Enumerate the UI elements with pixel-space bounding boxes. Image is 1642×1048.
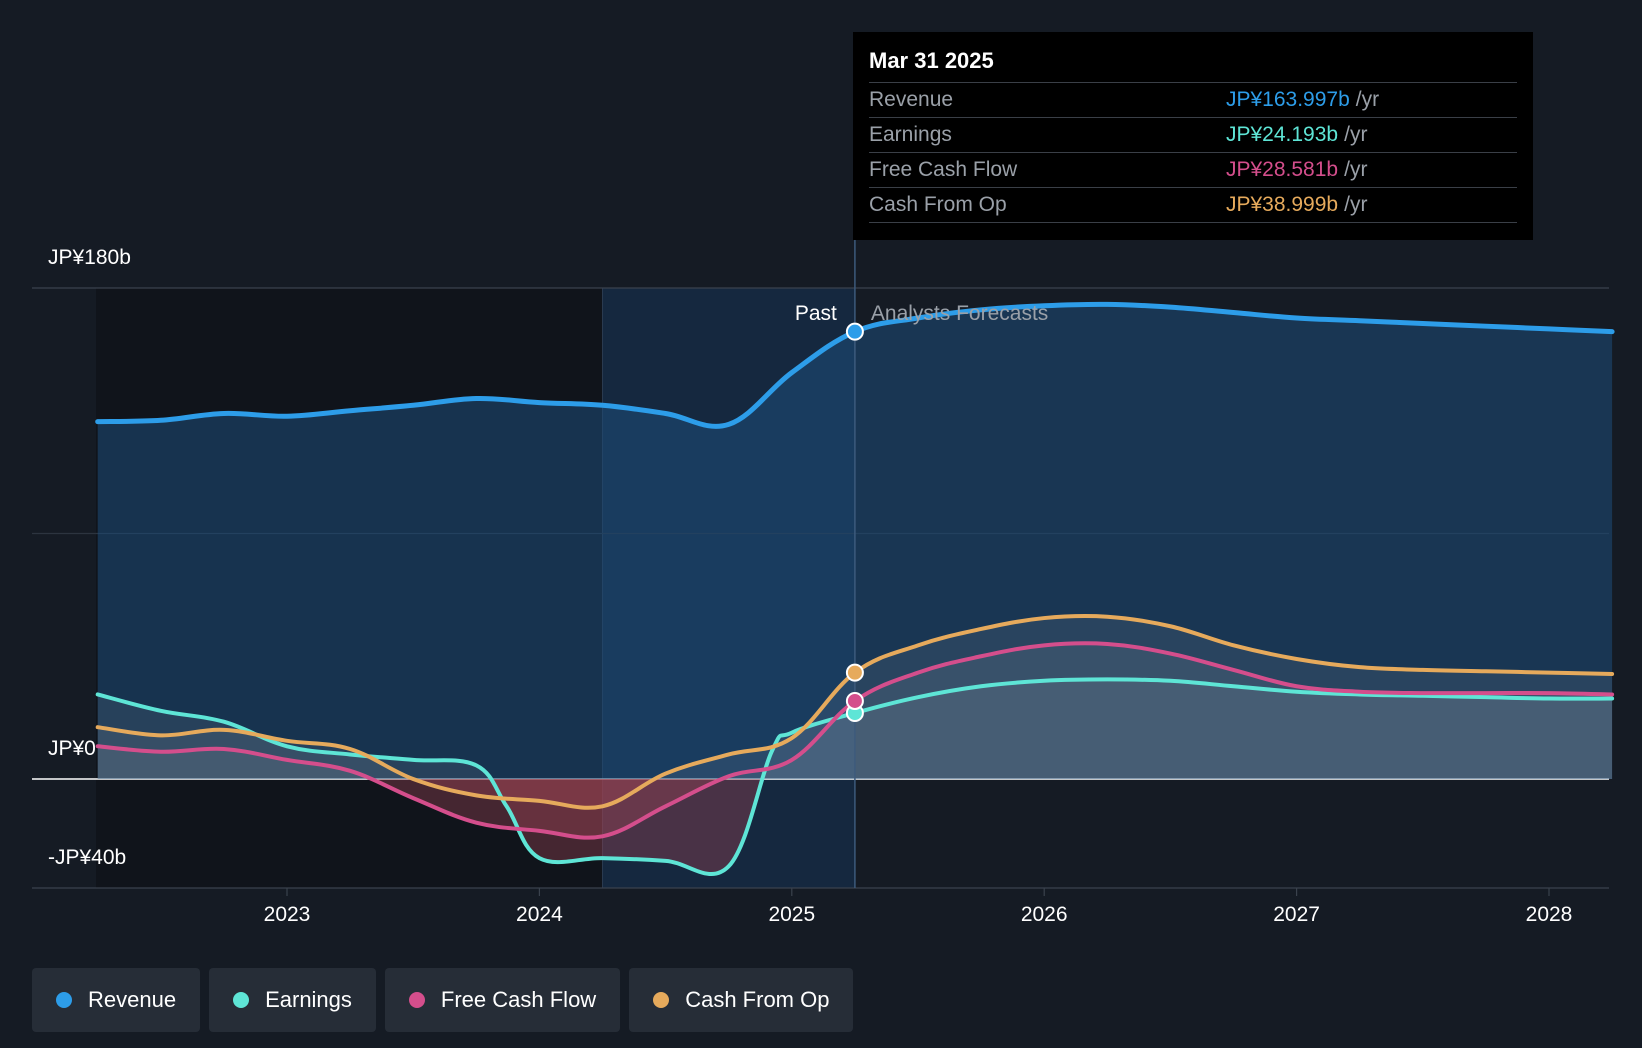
legend-label: Earnings (265, 987, 352, 1012)
legend-label: Cash From Op (685, 987, 830, 1012)
tooltip-unit: /yr (1344, 193, 1368, 216)
tooltip-value: JP¥163.997b (1226, 88, 1350, 111)
tooltip-label: Revenue (869, 88, 954, 111)
axis-labels: JP¥180b JP¥0 -JP¥40b 2023 2024 2025 2026 2027 20… (48, 246, 1572, 926)
tooltip-date: Mar 31 2025 (869, 46, 1517, 83)
revenue-marker (845, 322, 864, 341)
tooltip-unit: /yr (1344, 123, 1368, 146)
legend-item-revenue[interactable]: Revenue (32, 968, 201, 1032)
y-tick-label: JP¥180b (48, 246, 131, 269)
x-tick-label: 2027 (1273, 903, 1320, 926)
free-cash-flow-line (95, 641, 1615, 840)
x-tick-label: 2026 (1021, 903, 1068, 926)
tooltip-label: Earnings (869, 123, 952, 146)
tooltip-unit: /yr (1355, 88, 1380, 111)
earnings-dot-icon (233, 992, 250, 1008)
legend-item-earnings[interactable]: Earnings (209, 968, 376, 1032)
cash-from-op-line (95, 613, 1615, 810)
tooltip-row-free-cash-flow: Free Cash Flow JP¥28.581b /yr (869, 153, 1517, 188)
past-label: Past (795, 302, 837, 325)
legend-item-cash-from-op[interactable]: Cash From Op (629, 968, 854, 1032)
tooltip-row-revenue: Revenue JP¥163.997b /yr (869, 83, 1517, 118)
x-tick-label: 2023 (264, 903, 311, 926)
tooltip-label: Cash From Op (869, 193, 1007, 216)
tooltip-row-earnings: Earnings JP¥24.193b /yr (869, 118, 1517, 153)
tooltip-value: JP¥28.581b (1226, 158, 1339, 181)
cash-from-op-negative-area (97, 779, 1613, 808)
tooltip-unit: /yr (1344, 158, 1368, 181)
markers (845, 240, 864, 888)
y-tick-label: JP¥0 (48, 737, 96, 760)
legend-item-free-cash-flow[interactable]: Free Cash Flow (384, 968, 621, 1032)
legend-label: Revenue (88, 987, 177, 1012)
revenue-dot-icon (56, 992, 72, 1008)
x-tick-label: 2025 (768, 903, 815, 926)
legend-label: Free Cash Flow (440, 987, 597, 1012)
forecast-label: Analysts Forecasts (871, 302, 1048, 325)
x-tick-label: 2024 (516, 903, 563, 926)
cash-from-op-marker (845, 663, 864, 682)
tooltip: Mar 31 2025 Revenue JP¥163.997b /yr Earn… (853, 32, 1533, 240)
legend: Revenue Earnings Free Cash Flow Cash Fro… (32, 968, 854, 1032)
tooltip-label: Free Cash Flow (869, 158, 1018, 181)
free-cash-flow-dot-icon (408, 992, 425, 1008)
tooltip-value: JP¥38.999b (1226, 193, 1339, 216)
cash-from-op-dot-icon (653, 992, 670, 1008)
y-tick-label: -JP¥40b (48, 846, 126, 869)
free-cash-flow-marker (845, 691, 864, 710)
tooltip-row-cash-from-op: Cash From Op JP¥38.999b /yr (869, 188, 1517, 223)
tooltip-value: JP¥24.193b (1226, 123, 1339, 146)
x-tick-label: 2028 (1526, 903, 1573, 926)
